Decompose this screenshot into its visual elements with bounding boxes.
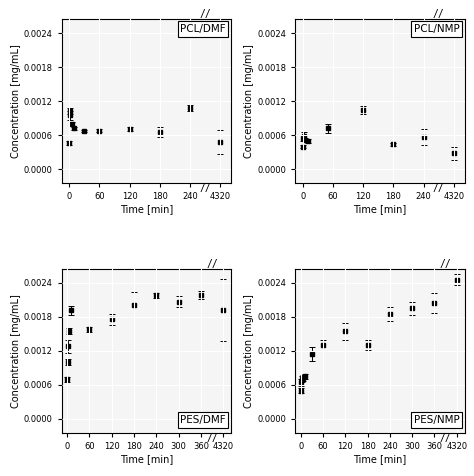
Text: //: // (200, 183, 211, 193)
Y-axis label: Concentration [mg/mL]: Concentration [mg/mL] (245, 294, 255, 408)
Text: //: // (440, 259, 451, 269)
X-axis label: Time [min]: Time [min] (353, 454, 407, 464)
Text: PCL/NMP: PCL/NMP (414, 24, 459, 34)
Text: //: // (433, 183, 445, 193)
Text: //: // (206, 259, 218, 269)
Text: //: // (433, 9, 445, 19)
Text: //: // (206, 433, 218, 443)
Text: //: // (440, 433, 451, 443)
Y-axis label: Concentration [mg/mL]: Concentration [mg/mL] (245, 44, 255, 158)
Text: //: // (200, 9, 211, 19)
Y-axis label: Concentration [mg/mL]: Concentration [mg/mL] (11, 294, 21, 408)
Text: PES/DMF: PES/DMF (180, 415, 226, 425)
Text: PCL/DMF: PCL/DMF (180, 24, 226, 34)
Text: PES/NMP: PES/NMP (414, 415, 459, 425)
X-axis label: Time [min]: Time [min] (119, 204, 173, 214)
Y-axis label: Concentration [mg/mL]: Concentration [mg/mL] (11, 44, 21, 158)
X-axis label: Time [min]: Time [min] (119, 454, 173, 464)
X-axis label: Time [min]: Time [min] (353, 204, 407, 214)
